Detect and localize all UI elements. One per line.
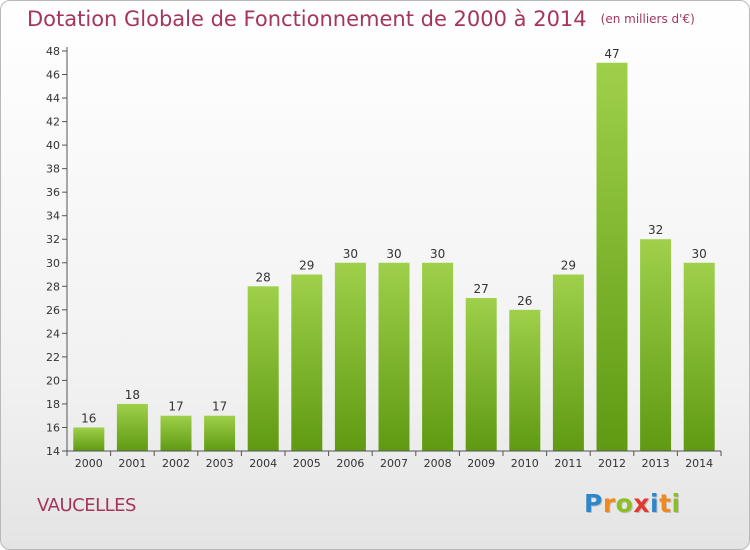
logo-letter: o [615, 489, 634, 518]
x-tick-label: 2000 [75, 457, 103, 470]
y-tick-label: 18 [46, 398, 60, 411]
x-axis: 2000 2001 2002 2003 2004 2005 2006 2007 2008 2009… [66, 450, 722, 470]
x-tick-label: 2006 [336, 457, 364, 470]
y-tick-label: 26 [46, 304, 60, 317]
logo-letter: i [671, 489, 681, 518]
data-label: 27 [474, 282, 489, 296]
x-tick-label: 2012 [598, 457, 626, 470]
logo-letter: i [650, 489, 660, 518]
data-label: 30 [343, 247, 358, 261]
unit-note: (en milliers d'€) [600, 12, 695, 26]
bar [291, 274, 323, 451]
bar [204, 415, 236, 451]
y-tick-label: 30 [46, 257, 60, 270]
bar [73, 427, 105, 451]
data-label: 26 [517, 294, 532, 308]
y-tick-label: 28 [46, 280, 60, 293]
data-label: 29 [299, 259, 314, 273]
x-tick-label: 2009 [467, 457, 495, 470]
bar [160, 415, 192, 451]
bar [116, 403, 148, 451]
logo-letter: x [633, 489, 650, 518]
y-tick-label: 38 [46, 163, 60, 176]
bar [378, 262, 410, 451]
y-tick-label: 46 [46, 69, 60, 82]
x-tick-label: 2014 [685, 457, 713, 470]
data-label: 32 [648, 223, 663, 237]
y-tick-label: 24 [46, 327, 60, 340]
x-tick-label: 2001 [118, 457, 146, 470]
bar [683, 262, 715, 451]
y-tick-label: 32 [46, 233, 60, 246]
x-tick-label: 2003 [206, 457, 234, 470]
y-tick-label: 14 [46, 445, 60, 458]
commune-name: VAUCELLES [37, 495, 136, 516]
y-tick-label: 22 [46, 351, 60, 364]
chart-title: Dotation Globale de Fonctionnement de 20… [27, 7, 695, 31]
data-label: 17 [168, 400, 183, 414]
bar [422, 262, 454, 451]
bar [552, 274, 584, 451]
data-label: 29 [561, 259, 576, 273]
x-tick-label: 2010 [511, 457, 539, 470]
y-tick-label: 34 [46, 210, 60, 223]
bar [509, 309, 541, 451]
x-tick-label: 2004 [249, 457, 277, 470]
data-label: 28 [256, 270, 271, 284]
x-tick-label: 2008 [424, 457, 452, 470]
logo-letter: r [602, 489, 616, 518]
y-tick-label: 36 [46, 186, 60, 199]
data-label: 18 [125, 388, 140, 402]
bar [465, 298, 497, 451]
chart-title-text: Dotation Globale de Fonctionnement de 20… [27, 7, 587, 31]
x-tick-label: 2011 [554, 457, 582, 470]
y-tick-label: 40 [46, 139, 60, 152]
bar [640, 239, 672, 451]
data-label: 17 [212, 400, 227, 414]
bar [596, 62, 628, 451]
logo-letter: P [584, 489, 603, 518]
proxiti-logo: Proxiti [584, 489, 681, 518]
bar [247, 286, 279, 451]
data-label: 30 [692, 247, 707, 261]
y-tick-label: 42 [46, 116, 60, 129]
x-tick-label: 2005 [293, 457, 321, 470]
bars-group [73, 62, 715, 451]
y-tick-label: 20 [46, 374, 60, 387]
data-label: 47 [604, 47, 619, 61]
y-tick-label: 16 [46, 421, 60, 434]
x-tick-label: 2007 [380, 457, 408, 470]
logo-letter: t [659, 489, 672, 518]
y-tick-label: 48 [46, 45, 60, 58]
y-tick-label: 44 [46, 92, 60, 105]
bar [334, 262, 366, 451]
data-label: 30 [430, 247, 445, 261]
y-axis: 14 16 18 20 22 24 26 28 30 32 34 36 38 40 42 44 46 48 [46, 45, 68, 458]
data-labels-group: 16 18 17 17 28 29 30 30 30 27 26 29 47 32 30 [81, 47, 707, 426]
data-label: 30 [386, 247, 401, 261]
x-tick-label: 2002 [162, 457, 190, 470]
data-label: 16 [81, 411, 96, 425]
x-tick-label: 2013 [642, 457, 670, 470]
